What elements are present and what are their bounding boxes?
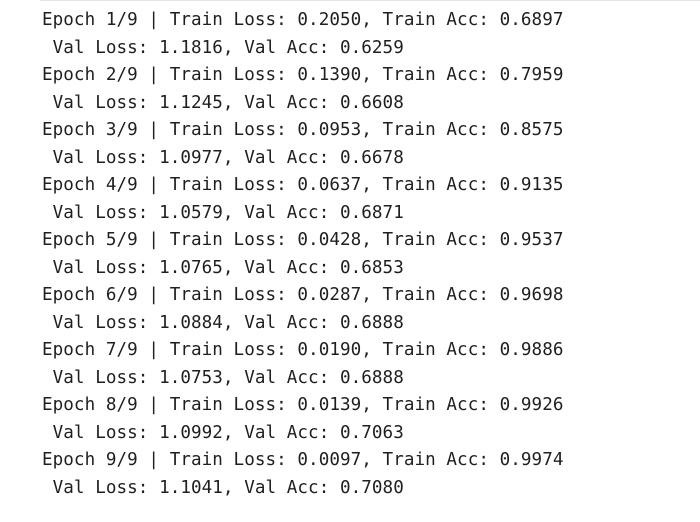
output-line-epoch-5-train: Epoch 5/9 | Train Loss: 0.0428, Train Ac… xyxy=(42,230,564,250)
output-line-epoch-7-train: Epoch 7/9 | Train Loss: 0.0190, Train Ac… xyxy=(42,340,564,360)
output-line-epoch-2-val: Val Loss: 1.1245, Val Acc: 0.6608 xyxy=(42,92,404,113)
output-line-epoch-1-val: Val Loss: 1.1816, Val Acc: 0.6259 xyxy=(42,37,404,58)
output-line-epoch-3-val: Val Loss: 1.0977, Val Acc: 0.6678 xyxy=(42,147,404,168)
output-area-top-border xyxy=(40,0,700,1)
output-line-epoch-4-val: Val Loss: 1.0579, Val Acc: 0.6871 xyxy=(42,202,404,223)
output-line-epoch-6-train: Epoch 6/9 | Train Loss: 0.0287, Train Ac… xyxy=(42,285,564,305)
output-line-epoch-5-val: Val Loss: 1.0765, Val Acc: 0.6853 xyxy=(42,257,404,278)
output-line-epoch-9-train: Epoch 9/9 | Train Loss: 0.0097, Train Ac… xyxy=(42,450,564,470)
output-line-epoch-1-train: Epoch 1/9 | Train Loss: 0.2050, Train Ac… xyxy=(42,10,564,30)
output-line-epoch-8-val: Val Loss: 1.0992, Val Acc: 0.7063 xyxy=(42,422,404,443)
output-line-epoch-2-train: Epoch 2/9 | Train Loss: 0.1390, Train Ac… xyxy=(42,65,564,85)
output-line-epoch-9-val: Val Loss: 1.1041, Val Acc: 0.7080 xyxy=(42,477,404,498)
output-line-epoch-7-val: Val Loss: 1.0753, Val Acc: 0.6888 xyxy=(42,367,404,388)
cell-output-text: Epoch 1/9 | Train Loss: 0.2050, Train Ac… xyxy=(42,7,692,502)
output-line-epoch-4-train: Epoch 4/9 | Train Loss: 0.0637, Train Ac… xyxy=(42,175,564,195)
output-line-epoch-6-val: Val Loss: 1.0884, Val Acc: 0.6888 xyxy=(42,312,404,333)
output-line-epoch-3-train: Epoch 3/9 | Train Loss: 0.0953, Train Ac… xyxy=(42,120,564,140)
output-line-epoch-8-train: Epoch 8/9 | Train Loss: 0.0139, Train Ac… xyxy=(42,395,564,415)
